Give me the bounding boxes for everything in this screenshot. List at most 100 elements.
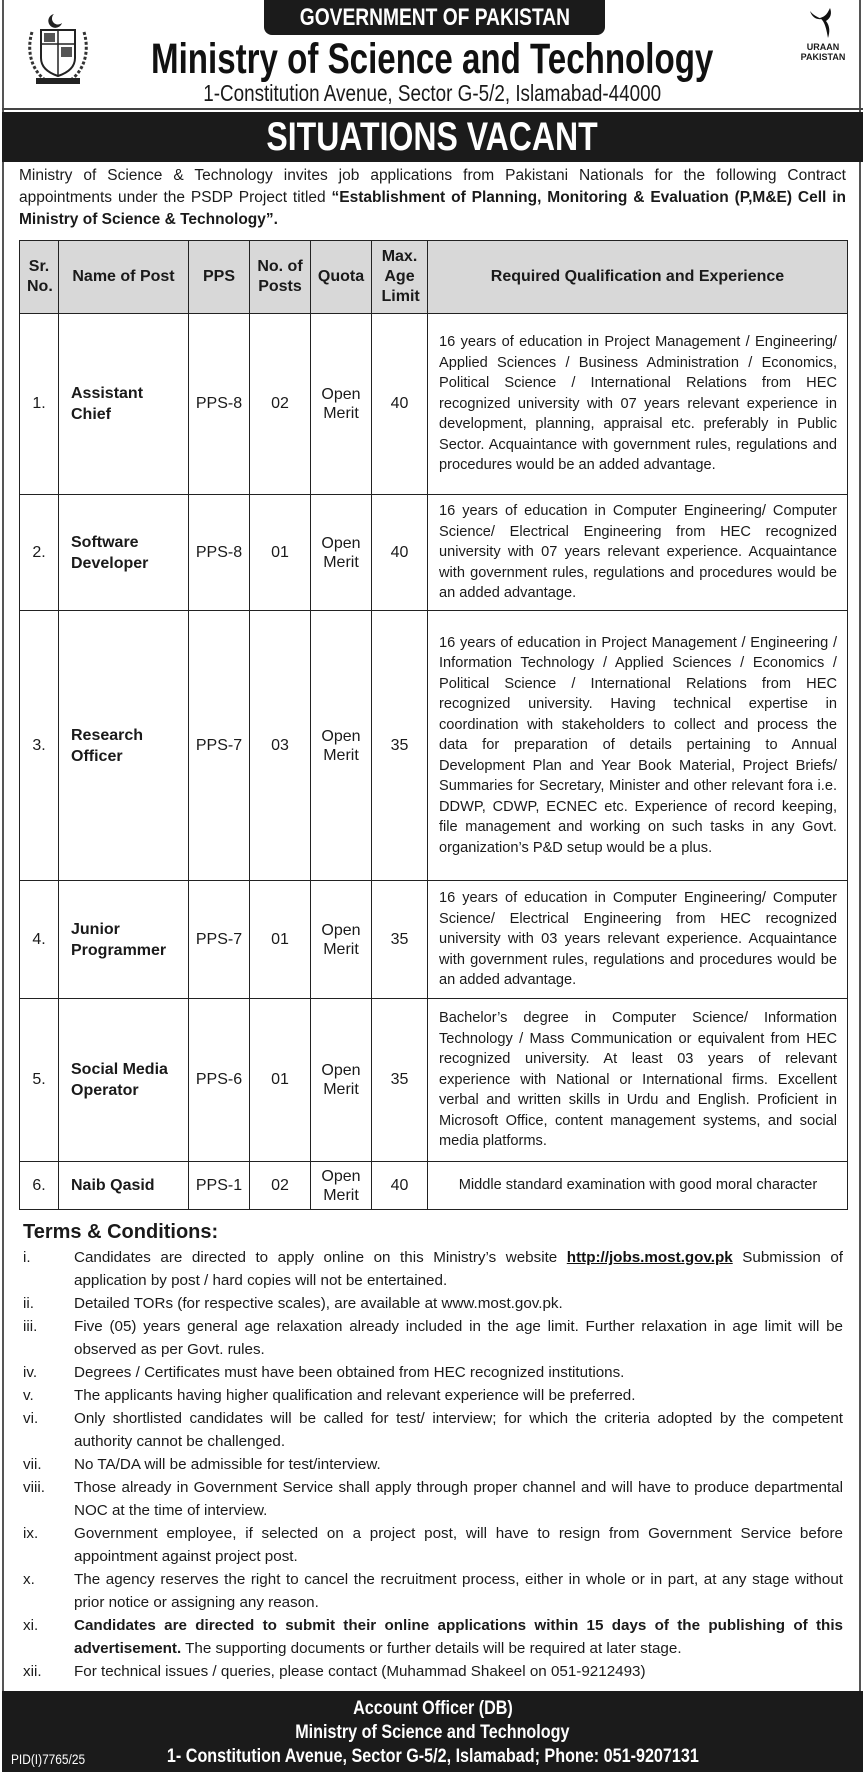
bird-icon	[810, 8, 831, 38]
term-number: v.	[23, 1387, 34, 1404]
pps: PPS-1	[188, 1161, 250, 1210]
header-quota: Quota	[310, 240, 372, 314]
sr-no: 6.	[19, 1161, 59, 1210]
term-text: For technical issues / queries, please c…	[74, 1663, 646, 1680]
max-age: 35	[371, 610, 428, 881]
terms-and-conditions: Terms & Conditions: i. Candidates are dir…	[19, 1220, 843, 1683]
quota: Open Merit	[310, 1161, 372, 1210]
no-of-posts: 01	[249, 998, 311, 1162]
term-item: i. Candidates are directed to apply onlin…	[19, 1246, 843, 1292]
jobs-portal-link[interactable]: http://jobs.most.gov.pk	[566, 1249, 733, 1266]
term-item: iv. Degrees / Certificates must have been…	[19, 1361, 843, 1384]
qualification: Middle standard examination with good mo…	[427, 1161, 848, 1210]
max-age: 35	[371, 880, 428, 999]
header-text: Sr. No.	[27, 258, 53, 295]
term-number: vii.	[23, 1456, 42, 1473]
term-item: vi. Only shortlisted candidates will be c…	[19, 1407, 843, 1453]
table-row: 1. Assistant Chief PPS-8 02 Open Merit 4…	[19, 313, 848, 495]
header-text: No. of Posts	[257, 258, 303, 295]
quota-text: Open Merit	[321, 1062, 361, 1098]
ministry-address-text: 1-Constitution Avenue, Sector G-5/2, Isl…	[203, 80, 662, 106]
post-name: Assistant Chief	[58, 313, 189, 495]
intro-paragraph: Ministry of Science & Technology invites…	[19, 165, 846, 231]
term-item: viii. Those already in Government Service…	[19, 1476, 843, 1522]
term-number: vi.	[23, 1410, 39, 1427]
no-of-posts: 01	[249, 880, 311, 999]
term-item: x. The agency reserves the right to cance…	[19, 1568, 843, 1614]
term-number: viii.	[23, 1479, 45, 1496]
no-of-posts: 02	[249, 313, 311, 495]
post-name-text: Software Developer	[71, 533, 149, 572]
term-text: The agency reserves the right to cancel …	[74, 1571, 843, 1611]
quota-text: Open Merit	[321, 727, 361, 764]
state-emblem-icon	[28, 14, 88, 84]
term-number: iv.	[23, 1364, 38, 1381]
quota: Open Merit	[310, 610, 372, 881]
term-item: xi. Candidates are directed to submit the…	[19, 1614, 843, 1660]
term-number: iii.	[23, 1318, 38, 1335]
term-text-part: The supporting documents or further deta…	[181, 1640, 682, 1657]
pid-number: PID(I)7765/25	[11, 1751, 86, 1767]
term-text: Candidates are directed to apply online …	[74, 1246, 843, 1292]
footer-line-3: 1- Constitution Avenue, Sector G-5/2, Is…	[2, 1745, 863, 1768]
sr-no: 4.	[19, 880, 59, 999]
post-name-text: Assistant Chief	[71, 385, 144, 423]
quota: Open Merit	[310, 313, 372, 495]
sr-no: 5.	[19, 998, 59, 1162]
project-title: “Establishment of Planning, Monitoring &…	[19, 189, 846, 228]
post-name-text: Research Officer	[71, 726, 144, 765]
max-age: 40	[371, 1161, 428, 1210]
intro-end: .	[273, 211, 278, 228]
no-of-posts: 02	[249, 1161, 311, 1210]
quota: Open Merit	[310, 998, 372, 1162]
term-text: The applicants having higher qualificati…	[74, 1387, 636, 1404]
footer-ministry: Ministry of Science and Technology	[295, 1722, 570, 1743]
term-text: Government employee, if selected on a pr…	[74, 1525, 843, 1565]
header-name-of-post: Name of Post	[58, 240, 189, 314]
header: GOVERNMENT OF PAKISTAN Ministry of Scien…	[2, 0, 863, 110]
term-item: xii. For technical issues / queries, plea…	[19, 1660, 843, 1683]
max-age: 35	[371, 998, 428, 1162]
post-name: Junior Programmer	[58, 880, 189, 999]
no-of-posts: 01	[249, 494, 311, 611]
pps: PPS-6	[188, 998, 250, 1162]
term-text: Degrees / Certificates must have been ob…	[74, 1364, 625, 1381]
pps: PPS-8	[188, 313, 250, 495]
ministry-title-text: Ministry of Science and Technology	[151, 35, 714, 83]
term-bold-text: Candidates are directed to submit their …	[74, 1617, 843, 1657]
header-text: Name of Post	[72, 268, 175, 285]
quota: Open Merit	[310, 494, 372, 611]
term-text: Five (05) years general age relaxation a…	[74, 1318, 843, 1358]
pps: PPS-8	[188, 494, 250, 611]
quota-text: Open Merit	[321, 386, 361, 422]
uraan-pakistan-logo: URAAN PAKISTAN	[792, 6, 854, 68]
no-of-posts: 03	[249, 610, 311, 881]
term-item: ix. Government employee, if selected on a…	[19, 1522, 843, 1568]
sr-no: 3.	[19, 610, 59, 881]
term-text: Only shortlisted candidates will be call…	[74, 1410, 843, 1450]
terms-heading: Terms & Conditions:	[23, 1221, 219, 1243]
quota-text: Open Merit	[321, 534, 361, 571]
term-number: x.	[23, 1571, 35, 1588]
post-name: Social Media Operator	[58, 998, 189, 1162]
term-text: Candidates are directed to submit their …	[74, 1614, 843, 1660]
footer-line-1: Account Officer (DB)	[2, 1697, 863, 1720]
post-name-text: Junior Programmer	[71, 920, 167, 959]
qualification: 16 years of education in Computer Engine…	[427, 880, 848, 999]
term-text: Detailed TORs (for respective scales), a…	[74, 1295, 563, 1312]
footer-address: 1- Constitution Avenue, Sector G-5/2, Is…	[166, 1746, 699, 1767]
post-name-text: Social Media Operator	[71, 1061, 168, 1099]
term-text-part: Submission of application by post / hard…	[74, 1249, 843, 1289]
qualification: Bachelor’s degree in Computer Science/ I…	[427, 998, 848, 1162]
situations-vacant-banner: SITUATIONS VACANT	[2, 112, 863, 162]
term-item: vii. No TA/DA will be admissible for test…	[19, 1453, 843, 1476]
term-item: iii. Five (05) years general age relaxati…	[19, 1315, 843, 1361]
post-name-text: Naib Qasid	[71, 1177, 155, 1194]
government-label: GOVERNMENT OF PAKISTAN	[299, 4, 570, 31]
government-tab: GOVERNMENT OF PAKISTAN	[264, 0, 605, 35]
ministry-title: Ministry of Science and Technology	[2, 36, 863, 82]
footer: Account Officer (DB) Ministry of Science…	[2, 1691, 863, 1772]
table-row: 4. Junior Programmer PPS-7 01 Open Merit…	[19, 880, 848, 999]
table-row: 2. Software Developer PPS-8 01 Open Meri…	[19, 494, 848, 611]
